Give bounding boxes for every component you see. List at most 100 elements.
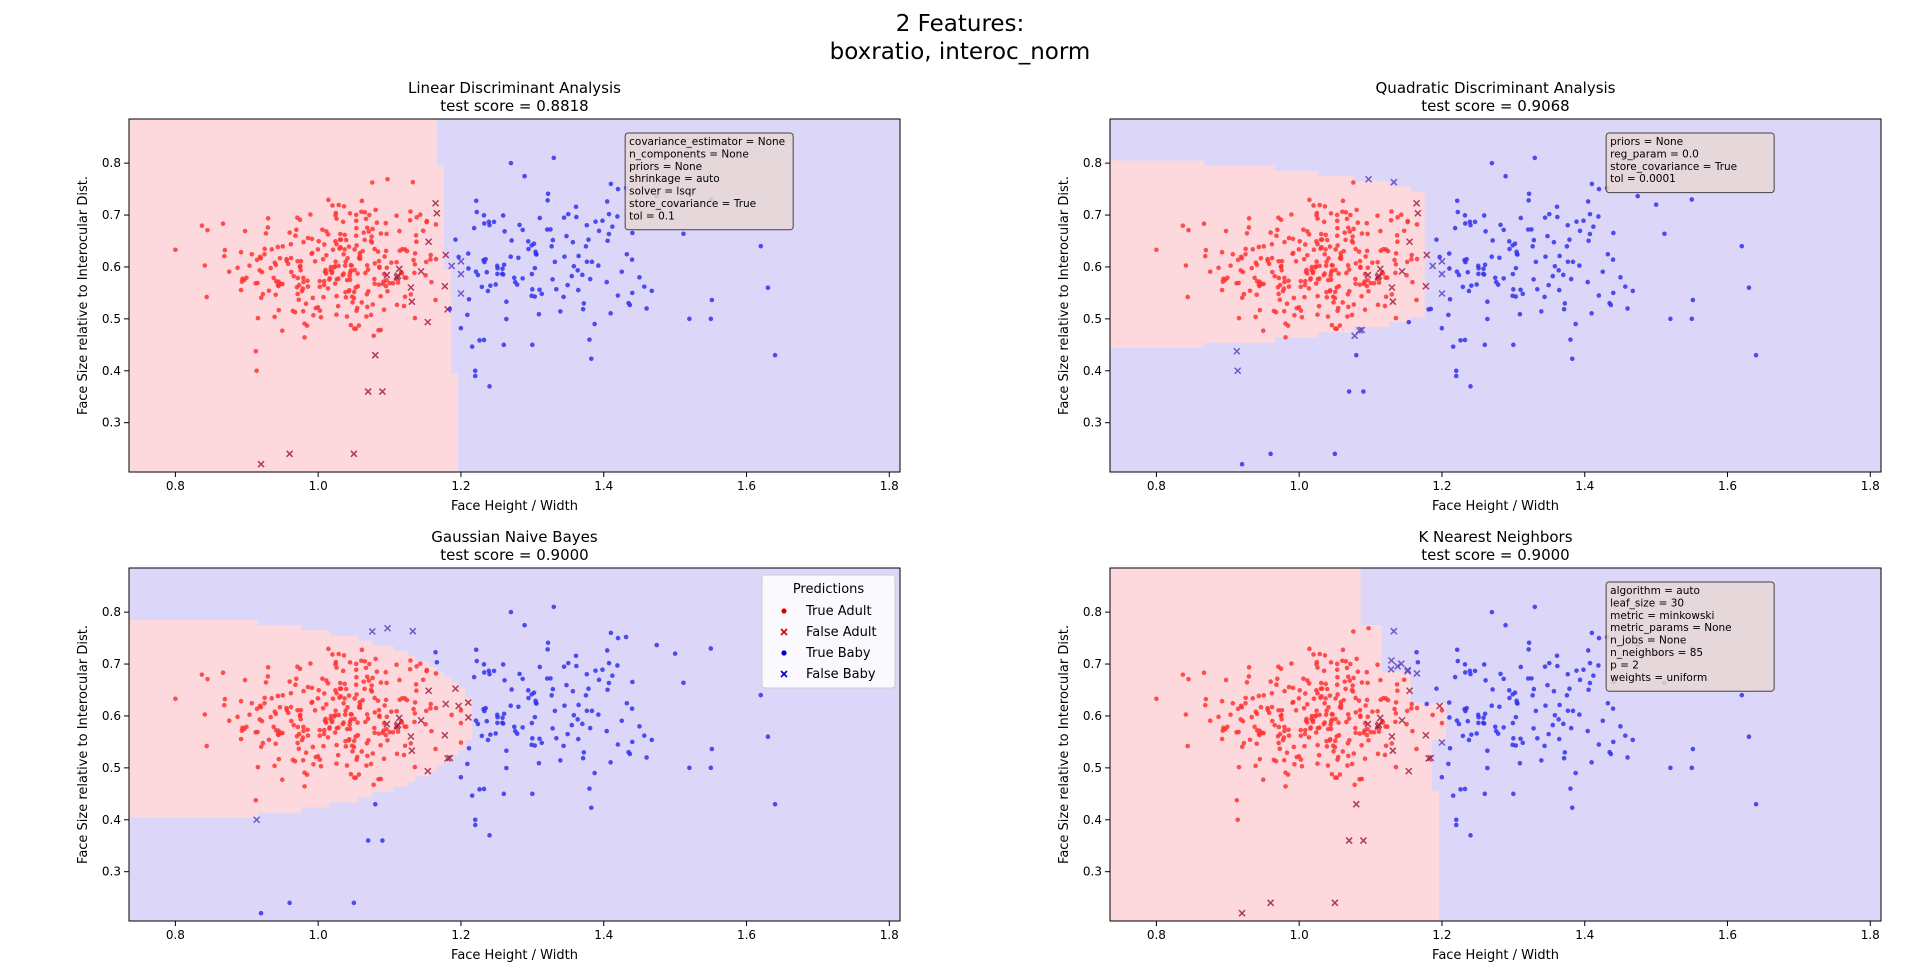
data-point xyxy=(1371,730,1377,735)
data-point xyxy=(520,276,525,281)
data-point xyxy=(1465,269,1471,275)
data-point xyxy=(1243,252,1248,257)
data-point xyxy=(626,300,631,306)
data-point xyxy=(530,342,535,348)
data-point xyxy=(1383,743,1389,749)
data-point xyxy=(305,684,311,690)
data-point xyxy=(1690,746,1696,752)
adult-region-cell xyxy=(129,191,444,198)
data-point xyxy=(254,257,260,263)
data-point xyxy=(1278,217,1284,223)
data-point xyxy=(545,647,550,652)
data-point xyxy=(1334,661,1340,667)
data-point xyxy=(481,213,487,218)
data-point xyxy=(1753,352,1759,358)
params-line: n_neighbors = 85 xyxy=(1610,647,1703,659)
misclassified-point xyxy=(1355,326,1364,334)
data-point xyxy=(526,695,531,701)
x-tick-label: 1.4 xyxy=(594,928,613,942)
data-point xyxy=(501,791,507,797)
data-point xyxy=(202,263,208,268)
data-point xyxy=(1256,244,1262,250)
data-point xyxy=(362,686,367,692)
data-point xyxy=(1345,225,1351,231)
adult-region-cell xyxy=(129,687,466,694)
data-point xyxy=(433,705,439,711)
data-point xyxy=(1351,302,1357,307)
params-line: metric = minkowski xyxy=(1610,610,1714,622)
data-point xyxy=(1462,257,1467,263)
data-point xyxy=(1591,673,1596,678)
data-point xyxy=(1533,259,1539,265)
data-point xyxy=(500,266,505,272)
data-point xyxy=(1302,242,1308,247)
x-tick-label: 1.6 xyxy=(1718,479,1737,493)
adult-region-cell xyxy=(1110,837,1439,844)
data-point xyxy=(1393,270,1398,276)
misclassified-point xyxy=(1414,209,1422,217)
data-point xyxy=(1353,281,1358,287)
data-point xyxy=(1342,230,1347,235)
data-point xyxy=(1501,676,1506,682)
data-point xyxy=(353,218,359,224)
data-point xyxy=(539,291,545,297)
data-point xyxy=(1276,707,1281,713)
data-point xyxy=(1302,727,1308,733)
data-point xyxy=(1277,731,1283,737)
misclassified-point xyxy=(1364,271,1372,279)
data-point xyxy=(1489,703,1495,708)
data-point xyxy=(1324,259,1329,264)
data-point xyxy=(1532,604,1538,610)
data-point xyxy=(596,228,602,234)
data-point xyxy=(1282,728,1287,734)
data-point xyxy=(550,277,555,282)
misclassified-point xyxy=(1364,720,1372,728)
data-point xyxy=(1557,253,1562,259)
data-point xyxy=(495,720,500,726)
data-point xyxy=(1561,306,1567,312)
data-point xyxy=(487,384,492,389)
data-point xyxy=(1290,251,1295,257)
data-point xyxy=(1555,214,1560,220)
data-point xyxy=(1452,225,1458,231)
data-point xyxy=(1305,252,1310,258)
data-point xyxy=(342,263,348,268)
data-point xyxy=(1596,214,1601,219)
data-point xyxy=(1336,283,1342,289)
data-point xyxy=(1453,822,1459,828)
data-point xyxy=(1410,728,1415,734)
data-point xyxy=(1475,712,1481,718)
data-point xyxy=(516,255,521,261)
data-point xyxy=(205,227,210,233)
adult-region-cell xyxy=(129,734,473,740)
data-point xyxy=(1469,732,1474,737)
data-point xyxy=(630,679,635,685)
data-point xyxy=(1317,712,1322,718)
data-point xyxy=(474,658,480,664)
data-point xyxy=(317,284,323,290)
data-point xyxy=(1279,716,1284,722)
data-point xyxy=(374,669,380,675)
data-point xyxy=(1493,279,1499,285)
data-point xyxy=(1485,316,1490,322)
data-point xyxy=(1291,744,1297,750)
data-point xyxy=(1304,271,1310,276)
data-point xyxy=(629,290,635,296)
data-point xyxy=(394,751,400,757)
data-point xyxy=(641,284,647,289)
adult-region-cell xyxy=(1110,786,1432,792)
data-point xyxy=(1501,276,1506,281)
data-point xyxy=(1474,731,1479,736)
data-point xyxy=(1454,198,1460,204)
data-point xyxy=(1275,227,1280,233)
data-point xyxy=(1311,652,1316,657)
adult-region-cell xyxy=(1110,728,1447,735)
data-point xyxy=(1689,316,1695,322)
adult-region-cell xyxy=(1110,170,1318,177)
data-point xyxy=(1492,724,1498,730)
data-point xyxy=(550,237,556,243)
data-point xyxy=(1346,389,1352,394)
data-point xyxy=(1371,281,1377,286)
data-point xyxy=(372,261,378,266)
data-point xyxy=(199,223,205,228)
